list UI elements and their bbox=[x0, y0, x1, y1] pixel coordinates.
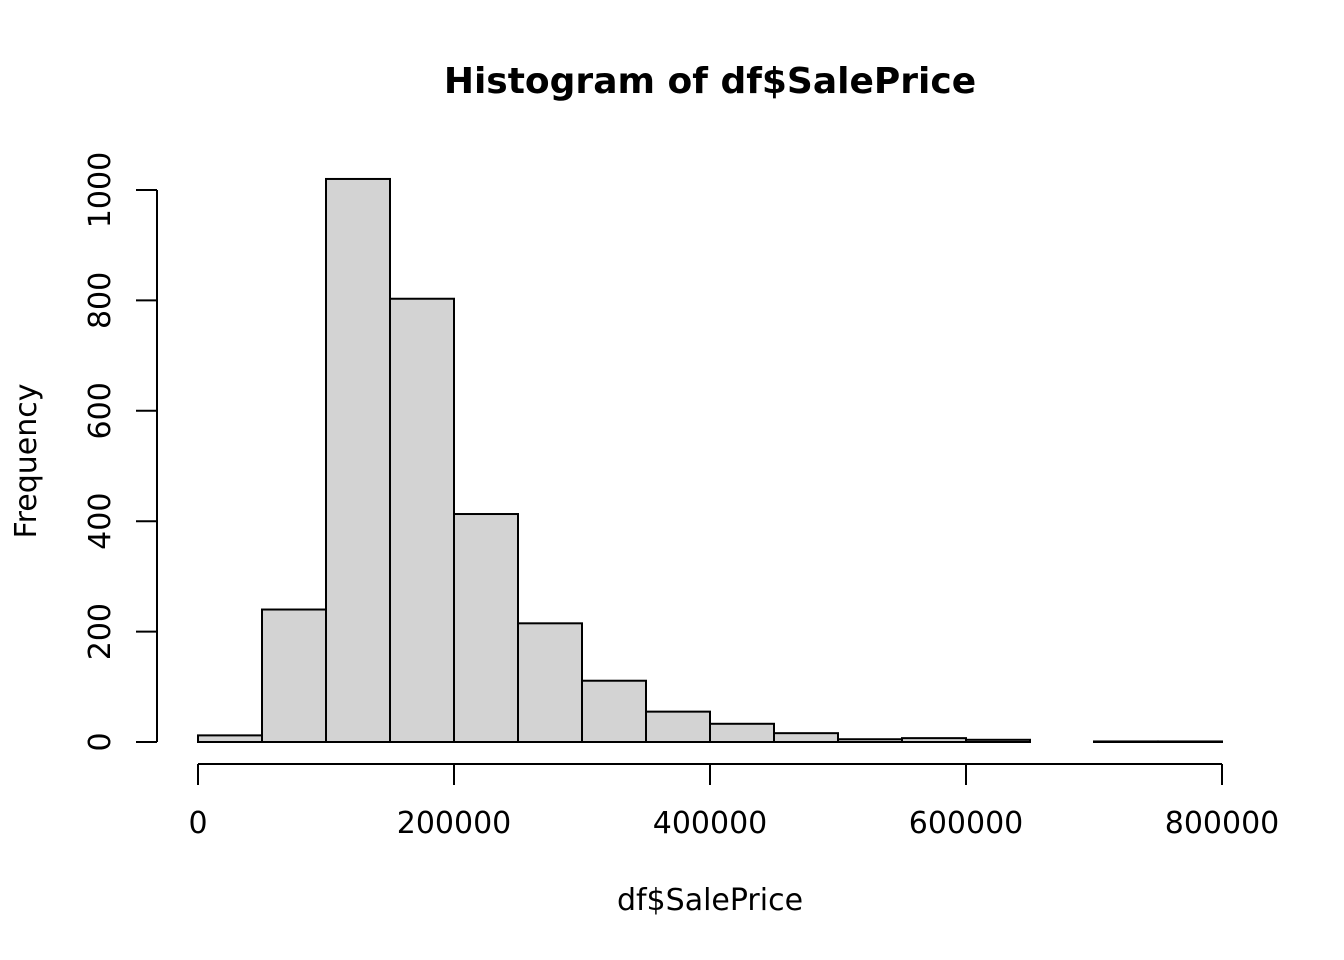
y-tick-label-3: 600 bbox=[83, 382, 118, 439]
histogram-bar-4 bbox=[453, 513, 519, 743]
y-tick-label-2: 400 bbox=[83, 493, 118, 550]
x-tick-label-4: 800000 bbox=[1165, 806, 1280, 841]
x-axis: 0 200000 400000 600000 800000 bbox=[188, 763, 1280, 841]
x-tick-label-3: 600000 bbox=[909, 806, 1024, 841]
y-tick-label-4: 800 bbox=[83, 272, 118, 329]
histogram-bar-7 bbox=[645, 710, 711, 744]
y-axis-label: Frequency bbox=[9, 384, 44, 539]
histogram-bar-10 bbox=[837, 738, 903, 743]
histogram-bar-9 bbox=[773, 732, 839, 744]
x-axis-label: df$SalePrice bbox=[617, 883, 803, 918]
histogram-bar-15 bbox=[1157, 740, 1223, 743]
histogram-bar-5 bbox=[517, 622, 583, 744]
histogram-bar-6 bbox=[581, 679, 647, 744]
y-tick-label-5: 1000 bbox=[83, 152, 118, 228]
y-axis: 0 200 400 600 800 1000 bbox=[83, 152, 158, 752]
histogram-bar-8 bbox=[709, 722, 775, 743]
y-tick-label-1: 200 bbox=[83, 603, 118, 660]
histogram-bar-1 bbox=[261, 608, 327, 744]
histogram-bar-2 bbox=[325, 177, 391, 743]
histogram-bar-3 bbox=[389, 297, 455, 743]
histogram-bar-12 bbox=[965, 738, 1031, 743]
bars-group bbox=[197, 177, 1223, 744]
histogram-bar-14 bbox=[1093, 740, 1159, 743]
x-tick-label-0: 0 bbox=[188, 806, 207, 841]
histogram-bar-0 bbox=[197, 734, 263, 743]
histogram-bar-11 bbox=[901, 737, 967, 743]
chart-title: Histogram of df$SalePrice bbox=[444, 61, 976, 102]
y-tick-label-0: 0 bbox=[83, 732, 118, 751]
x-tick-label-2: 400000 bbox=[653, 806, 768, 841]
x-tick-label-1: 200000 bbox=[397, 806, 512, 841]
